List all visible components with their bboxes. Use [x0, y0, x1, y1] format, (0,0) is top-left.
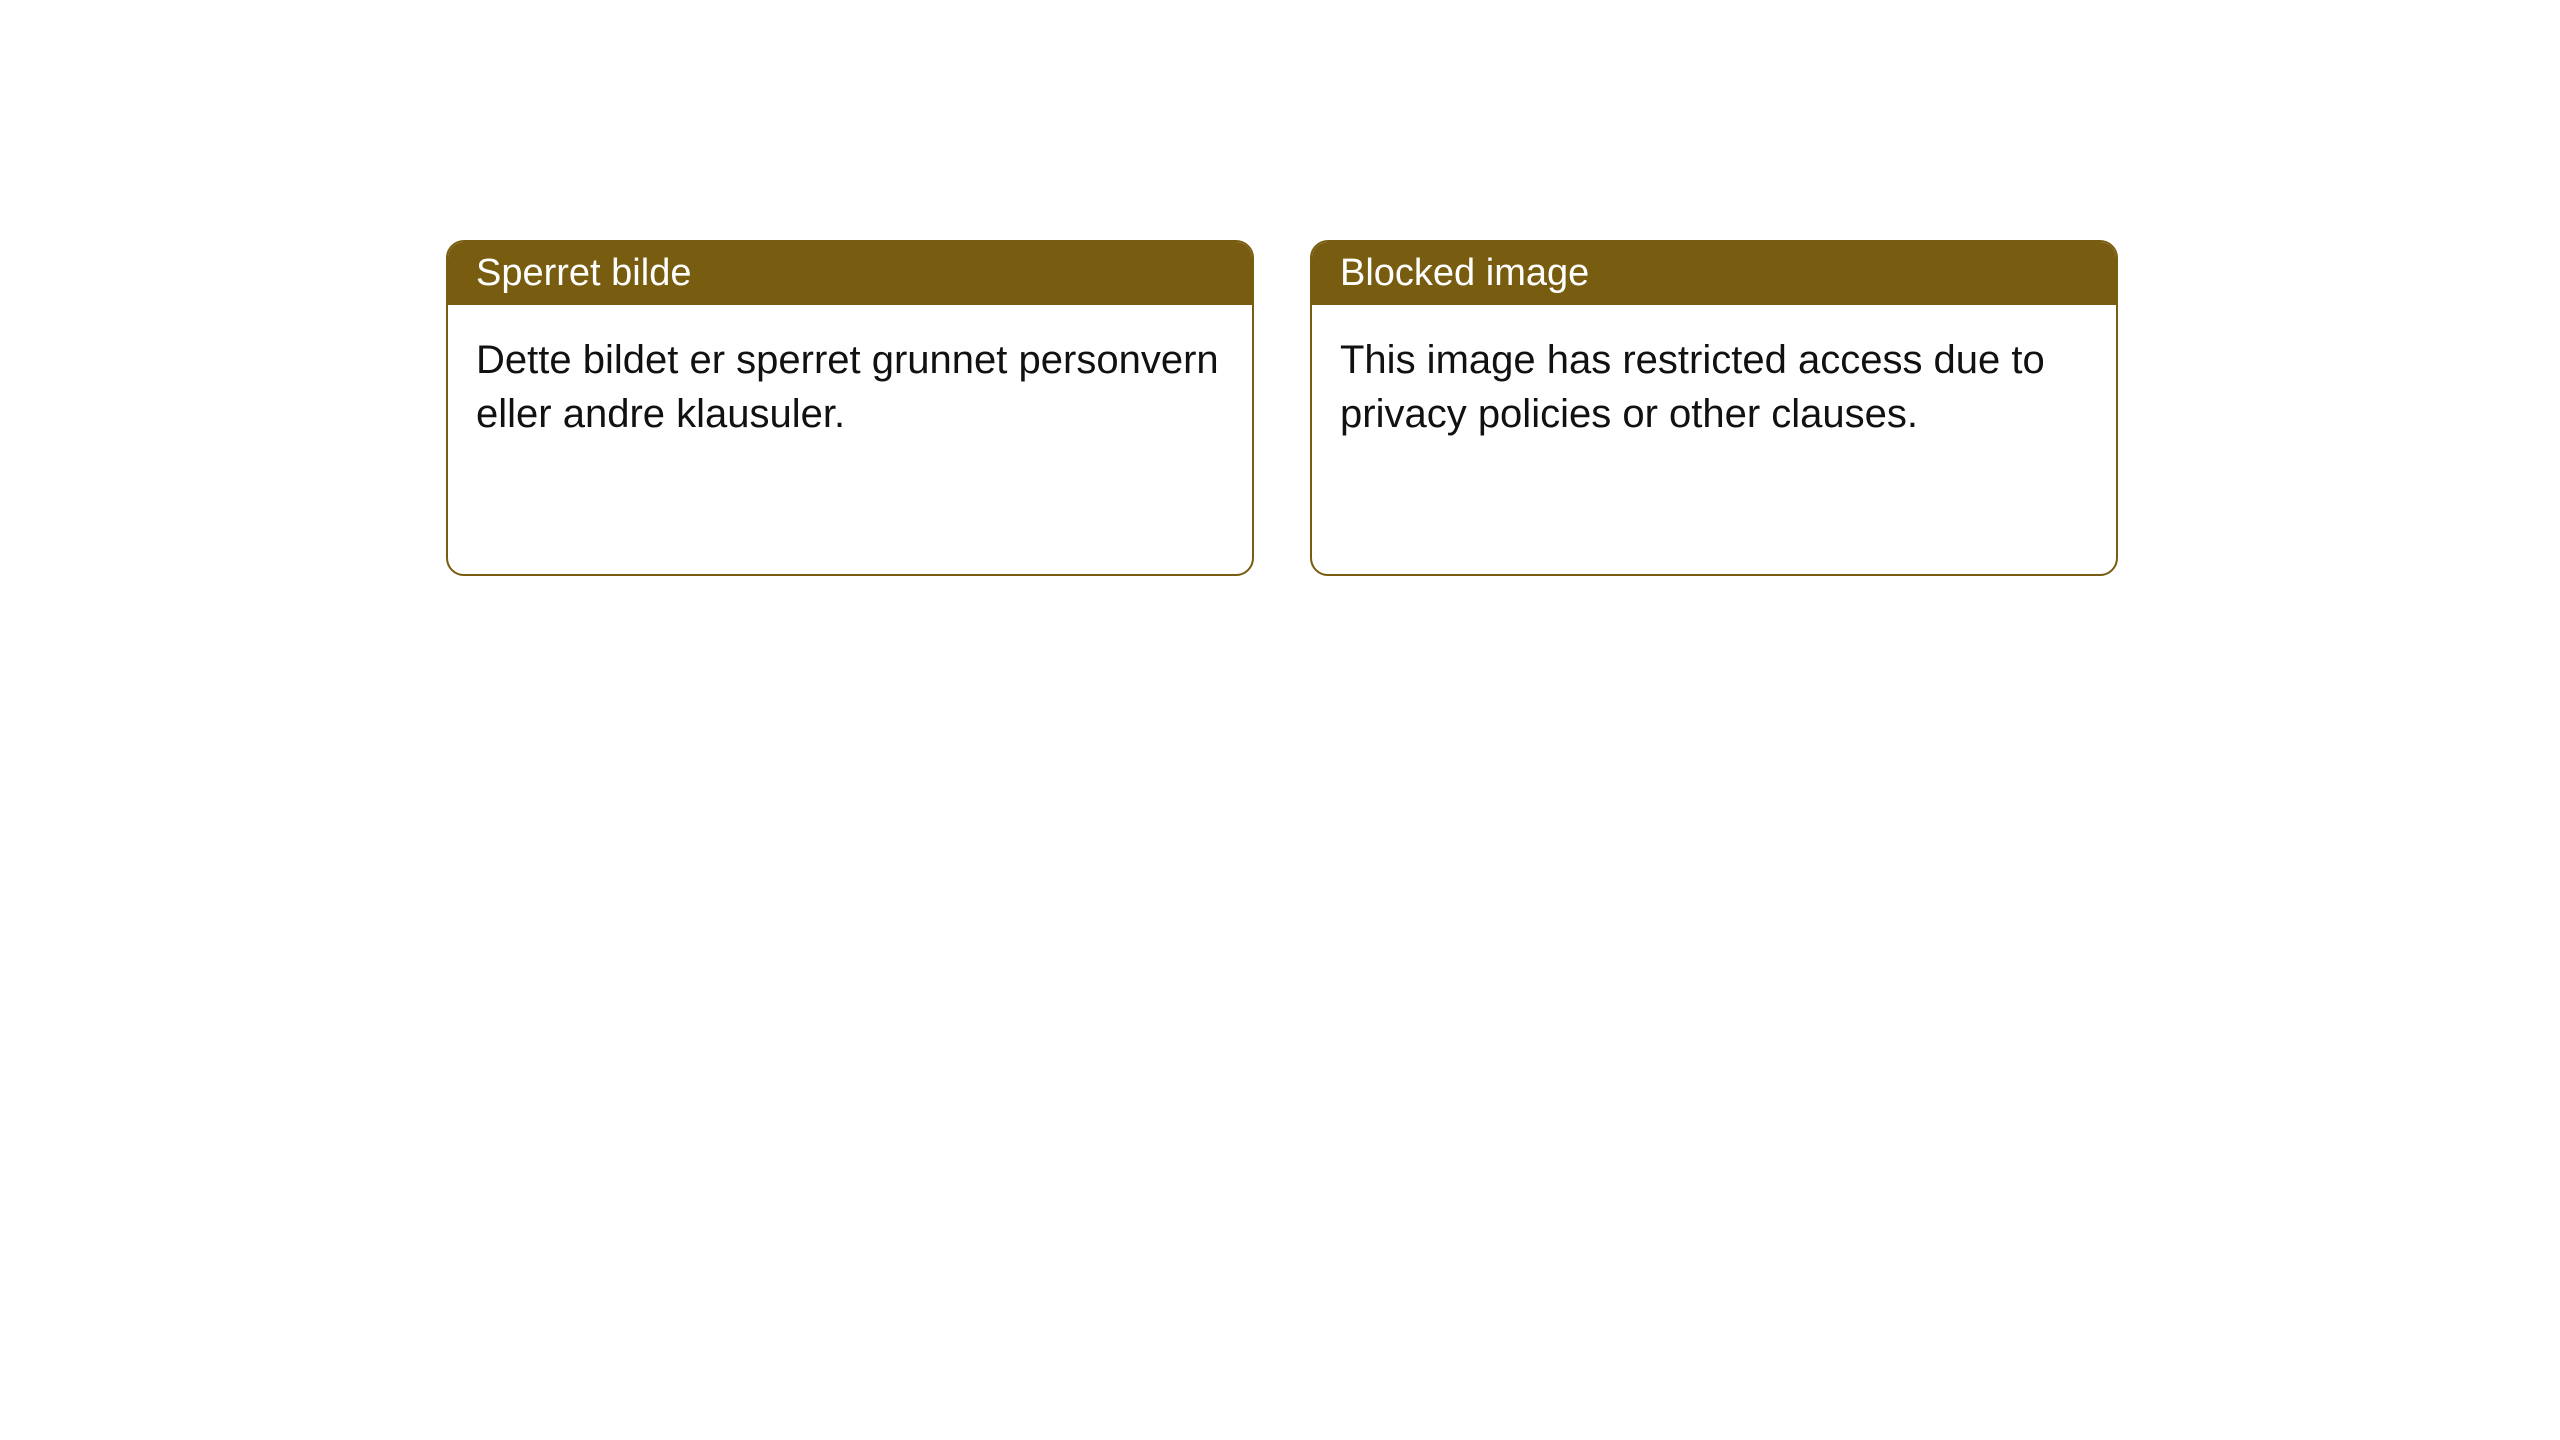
notice-container: Sperret bilde Dette bildet er sperret gr…: [446, 240, 2118, 576]
notice-card-body: Dette bildet er sperret grunnet personve…: [448, 305, 1252, 481]
notice-card-title: Blocked image: [1312, 242, 2116, 305]
notice-card-en: Blocked image This image has restricted …: [1310, 240, 2118, 576]
notice-card-no: Sperret bilde Dette bildet er sperret gr…: [446, 240, 1254, 576]
notice-card-body: This image has restricted access due to …: [1312, 305, 2116, 481]
notice-card-title: Sperret bilde: [448, 242, 1252, 305]
